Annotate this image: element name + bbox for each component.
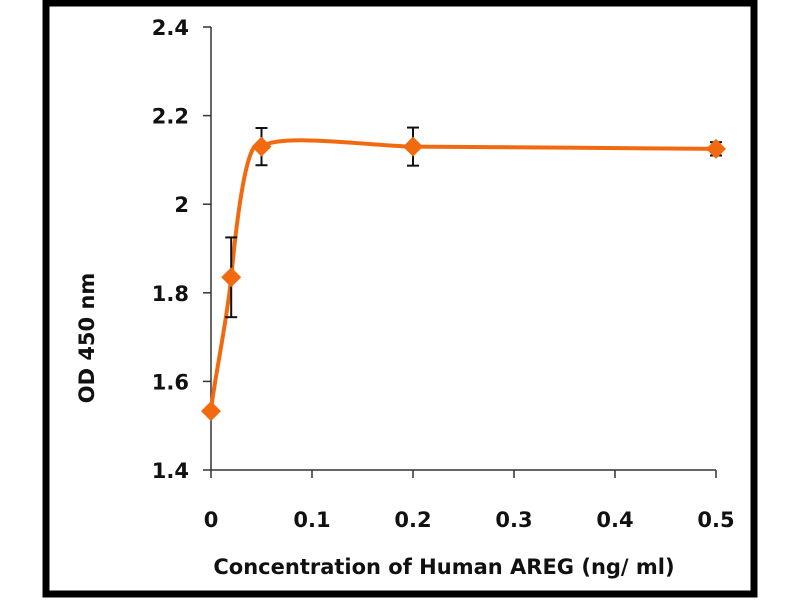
x-tick-label: 0.1 — [293, 508, 330, 532]
data-point — [403, 136, 423, 157]
data-point — [201, 401, 221, 422]
series-line — [209, 138, 717, 412]
x-tick-label: 0.2 — [394, 508, 431, 532]
y-tick-label: 1.6 — [152, 370, 189, 394]
data-point — [221, 267, 242, 288]
y-tick-label: 2.2 — [152, 105, 189, 129]
data-point — [706, 138, 726, 159]
y-tick-label: 1.4 — [152, 459, 189, 483]
y-tick-label: 2 — [174, 193, 189, 217]
y-tick-label: 2.4 — [152, 16, 189, 40]
x-tick-label: 0.3 — [495, 508, 532, 532]
x-axis-label: Concentration of Human AREG (ng/ ml) — [213, 555, 674, 579]
x-tick-label: 0.4 — [596, 508, 633, 532]
data-point — [251, 136, 272, 157]
y-tick-label: 1.8 — [152, 282, 189, 306]
y-axis-label: OD 450 nm — [75, 273, 99, 404]
plot-marks — [201, 126, 726, 422]
chart-frame — [42, 0, 758, 598]
x-tick-label: 0.5 — [697, 508, 734, 532]
x-tick-label: 0 — [204, 508, 219, 532]
